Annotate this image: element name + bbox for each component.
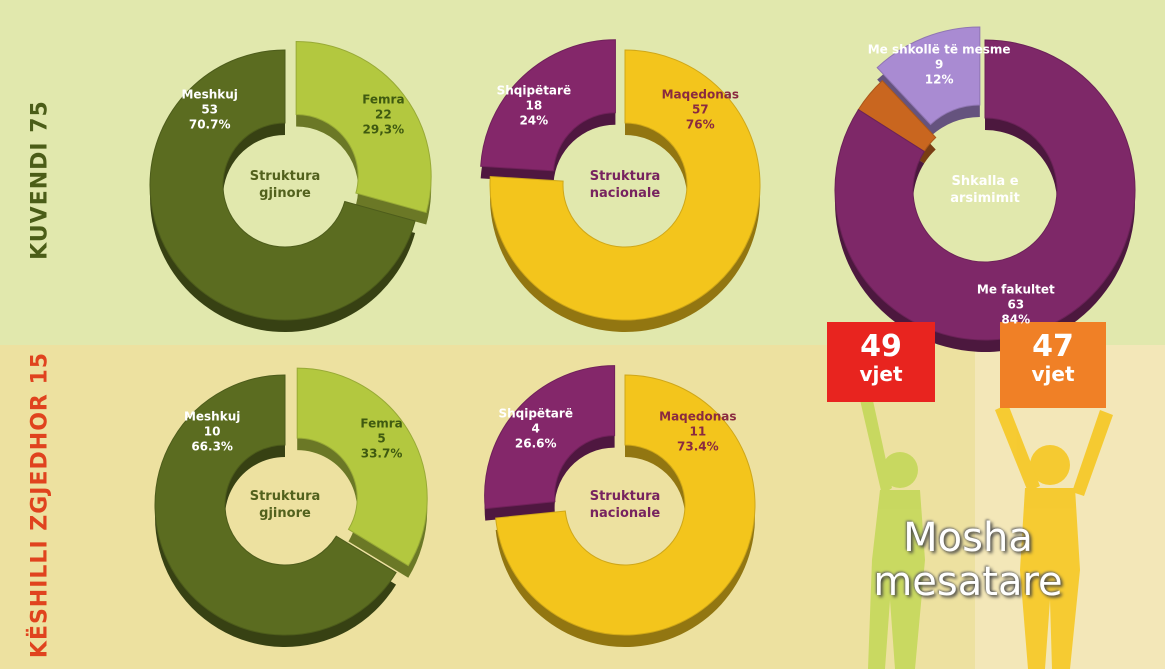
- value-label: 29,3%: [362, 123, 404, 138]
- center-title: Struktura gjinore: [230, 488, 340, 522]
- count-label: 18: [497, 99, 572, 114]
- value-label: 66.3%: [184, 440, 240, 455]
- section-label: KUVENDI 75: [28, 100, 53, 260]
- value-label: 12%: [868, 73, 1011, 88]
- value-label: 76%: [662, 117, 739, 132]
- category-label: Maqedonas: [659, 410, 736, 425]
- category-label: Shqipëtarë: [497, 84, 572, 99]
- center-title: Struktura gjinore: [230, 168, 340, 202]
- value-label: 24%: [497, 114, 572, 129]
- center-title: Struktura nacionale: [570, 488, 680, 522]
- center-title: Struktura nacionale: [570, 168, 680, 202]
- value-label: 73.4%: [659, 440, 736, 455]
- category-label: Me fakultet: [977, 282, 1055, 297]
- count-label: 63: [977, 297, 1055, 312]
- category-label: Me shkollë të mesme: [868, 43, 1011, 58]
- section-label: KËSHILLI ZGJEDHOR 15: [28, 352, 53, 658]
- count-label: 57: [662, 102, 739, 117]
- count-label: 22: [362, 108, 404, 123]
- count-label: 11: [659, 425, 736, 440]
- category-label: Shqipëtarë: [498, 407, 573, 422]
- value-label: 84%: [977, 312, 1055, 327]
- age-value: 47: [1000, 332, 1106, 362]
- value-label: 70.7%: [181, 117, 237, 132]
- age-unit: vjet: [1000, 362, 1106, 386]
- category-label: Meshkuj: [181, 87, 237, 102]
- category-label: Maqedonas: [662, 87, 739, 102]
- category-label: Meshkuj: [184, 410, 240, 425]
- value-label: 33.7%: [360, 447, 402, 462]
- age-title: Mosha mesatare: [868, 516, 1068, 604]
- count-label: 9: [868, 58, 1011, 73]
- count-label: 10: [184, 425, 240, 440]
- count-label: 5: [360, 432, 402, 447]
- count-label: 4: [498, 422, 573, 437]
- category-label: Femra: [360, 417, 402, 432]
- age-unit: vjet: [827, 362, 935, 386]
- center-title: Shkalla e arsimimit: [930, 173, 1040, 207]
- count-label: 53: [181, 102, 237, 117]
- infographic: KUVENDI 75 KËSHILLI ZGJEDHOR 15 Mosha me…: [0, 0, 1165, 669]
- category-label: Femra: [362, 93, 404, 108]
- value-label: 26.6%: [498, 437, 573, 452]
- age-value: 49: [827, 332, 935, 362]
